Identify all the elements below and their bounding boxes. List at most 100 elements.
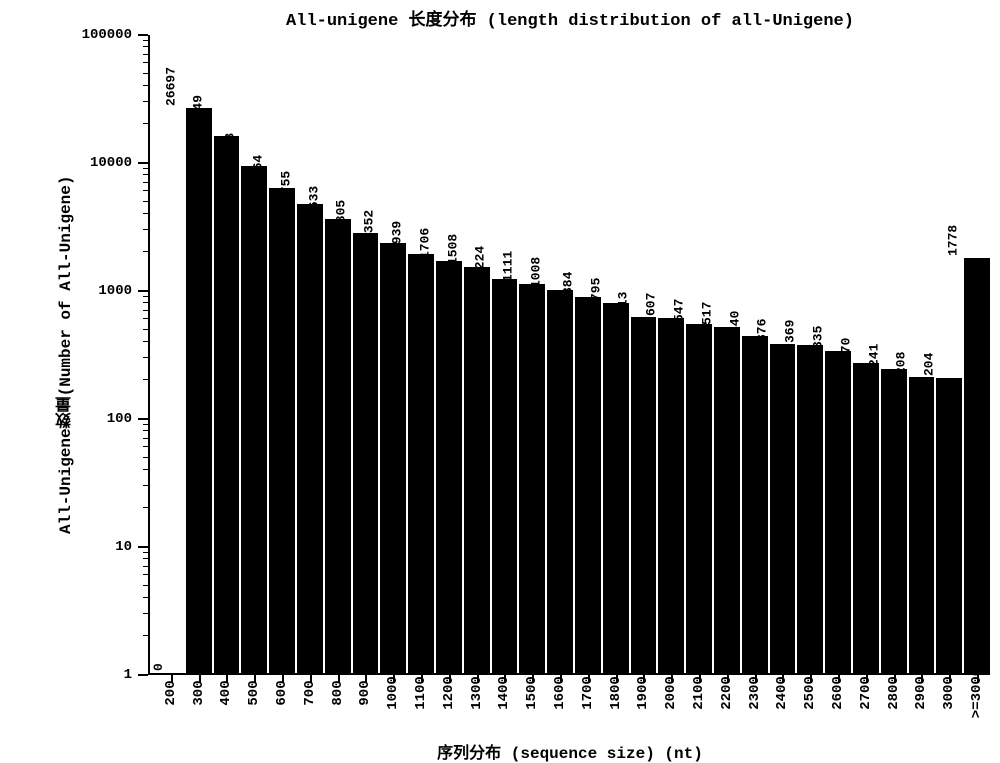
x-tick: 2000 — [658, 675, 684, 735]
x-tick: 900 — [353, 675, 379, 735]
x-tick-label: 1200 — [441, 676, 457, 710]
bar-slot: 884 — [575, 35, 601, 673]
bar-slot: 1706 — [436, 35, 462, 673]
bar: 440 — [742, 336, 768, 673]
bar: 795 — [603, 303, 629, 673]
x-tick: 500 — [241, 675, 267, 735]
x-tick: 2800 — [881, 675, 907, 735]
x-tick-label: 1400 — [496, 676, 512, 710]
bar-value-label: 1508 — [445, 234, 460, 267]
x-tick: 1300 — [464, 675, 490, 735]
bar-value-label: 335 — [810, 325, 825, 350]
x-tick: 1000 — [380, 675, 406, 735]
bar-slot: 607 — [658, 35, 684, 673]
y-axis: 110100100010000100000 — [80, 35, 150, 675]
bar-slot: 204 — [936, 35, 962, 673]
x-tick-label: 500 — [246, 680, 262, 705]
x-tick-label: 2600 — [830, 676, 846, 710]
bar-slot: 4755 — [297, 35, 323, 673]
bar: 2352 — [380, 243, 406, 673]
bar-slot: 1778 — [964, 35, 990, 673]
bar-value-label: 884 — [560, 272, 575, 297]
x-tick-label: 2400 — [774, 676, 790, 710]
bar-slot: 2352 — [380, 35, 406, 673]
bar: 4755 — [297, 204, 323, 673]
x-tick-label: 1500 — [524, 676, 540, 710]
x-tick: 1500 — [519, 675, 545, 735]
bar: 1939 — [408, 254, 434, 673]
x-tick: 2200 — [714, 675, 740, 735]
x-tick-label: >=3000 — [969, 668, 985, 718]
y-tick-label: 10 — [115, 539, 138, 555]
x-tick-label: 200 — [163, 680, 179, 705]
x-axis: 2003004005006007008009001000110012001300… — [150, 675, 990, 735]
bar-value-label: 9378 — [223, 133, 238, 166]
bar-value-label: 1939 — [389, 220, 404, 253]
y-axis-label: All-Unigene数量(Number of All-Unigene) — [50, 35, 80, 675]
bar-value-label: 4755 — [278, 171, 293, 204]
bar-value-label: 0 — [151, 663, 166, 673]
bar-value-label: 613 — [616, 292, 631, 317]
x-tick-label: 1600 — [552, 676, 568, 710]
bar-slot: 1939 — [408, 35, 434, 673]
x-tick: 3000 — [936, 675, 962, 735]
y-tick-label: 100000 — [82, 27, 138, 43]
x-tick-label: 1700 — [580, 676, 596, 710]
bar-slot: 795 — [603, 35, 629, 673]
x-tick-label: 1100 — [413, 676, 429, 710]
bar-slot: 440 — [742, 35, 768, 673]
bar-slot: 517 — [714, 35, 740, 673]
y-tick: 10000 — [90, 155, 148, 171]
x-tick-label: 600 — [274, 680, 290, 705]
bar-value-label: 16149 — [191, 95, 206, 136]
y-tick-label: 100 — [107, 411, 138, 427]
bar-value-label: 1111 — [501, 251, 516, 284]
bar-value-label: 3633 — [306, 186, 321, 219]
plot-area: All-Unigene数量(Number of All-Unigene) 110… — [50, 35, 990, 675]
bar-value-label: 1008 — [528, 257, 543, 290]
bar: 1111 — [519, 284, 545, 673]
y-tick-label: 1 — [124, 667, 138, 683]
bar: 208 — [909, 377, 935, 673]
bar-value-label: 1224 — [473, 246, 488, 279]
y-tick-label: 10000 — [90, 155, 138, 171]
x-tick: 200 — [158, 675, 184, 735]
x-tick: 400 — [214, 675, 240, 735]
bar: 369 — [797, 345, 823, 673]
bar: 1008 — [547, 290, 573, 673]
bar: 3633 — [325, 219, 351, 673]
bar: 204 — [936, 378, 962, 673]
bar-chart: All-unigene 长度分布 (length distribution of… — [50, 5, 990, 745]
bar: 1224 — [492, 279, 518, 673]
bar-value-label: 2805 — [334, 200, 349, 233]
x-tick-label: 1000 — [385, 676, 401, 710]
x-tick-label: 2500 — [802, 676, 818, 710]
x-tick: 1100 — [408, 675, 434, 735]
bar-value-label: 1706 — [417, 227, 432, 260]
bar-value-label: 26697 — [163, 67, 178, 108]
bar: 1706 — [436, 261, 462, 673]
bar-slot: 1008 — [547, 35, 573, 673]
bar-value-label: 241 — [866, 344, 881, 369]
bar-slot: 6364 — [269, 35, 295, 673]
bar-slot: 547 — [686, 35, 712, 673]
bar: 270 — [853, 363, 879, 673]
bar-slot: 3633 — [325, 35, 351, 673]
x-tick-label: 800 — [330, 680, 346, 705]
x-axis-label: 序列分布 (sequence size) (nt) — [150, 739, 990, 763]
bar-value-label: 204 — [922, 353, 937, 378]
bar: 6364 — [269, 188, 295, 673]
bar: 2805 — [353, 233, 379, 673]
x-tick: 2500 — [797, 675, 823, 735]
x-tick-label: 2300 — [747, 676, 763, 710]
bar-slot: 1111 — [519, 35, 545, 673]
x-tick-label: 2900 — [913, 676, 929, 710]
bar: 884 — [575, 297, 601, 673]
x-tick-label: 900 — [357, 680, 373, 705]
x-tick-label: 1800 — [608, 676, 624, 710]
bar-value-label: 795 — [588, 278, 603, 303]
y-tick: 100 — [107, 411, 148, 427]
bar: 607 — [658, 318, 684, 673]
bar-value-label: 2352 — [362, 210, 377, 243]
y-tick: 1 — [124, 667, 148, 683]
